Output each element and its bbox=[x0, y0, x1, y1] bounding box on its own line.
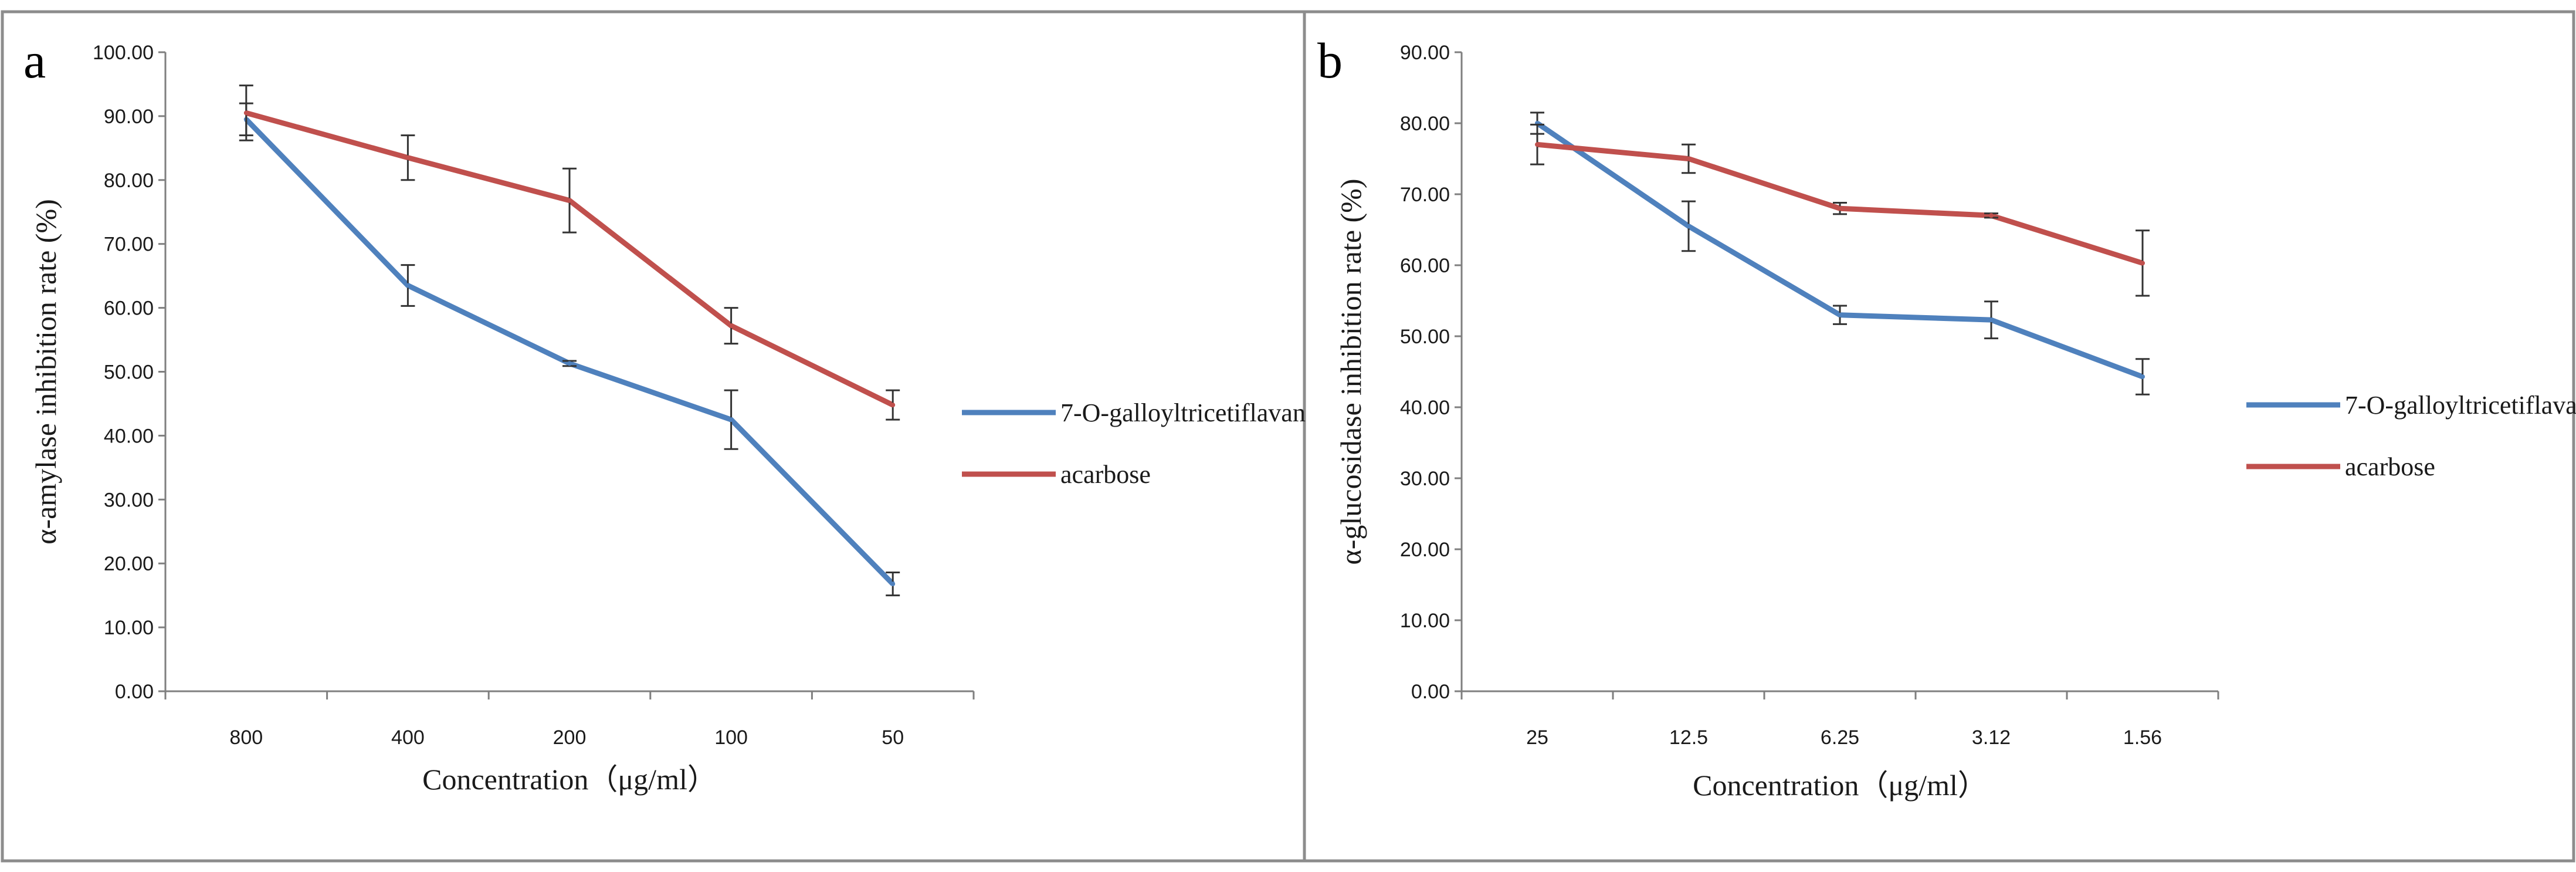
x-tick-label: 400 bbox=[391, 726, 425, 749]
x-tick-label: 1.56 bbox=[2123, 726, 2162, 749]
y-tick-label: 40.00 bbox=[104, 425, 154, 447]
legend-label: 7-O-galloyltricetiflavan bbox=[2345, 391, 2576, 420]
data-point bbox=[1686, 224, 1691, 229]
y-tick-label: 70.00 bbox=[104, 234, 154, 256]
data-point bbox=[567, 198, 572, 203]
y-tick-label: 0.00 bbox=[1411, 681, 1450, 703]
panel-letter: a bbox=[23, 32, 46, 89]
data-point bbox=[890, 403, 896, 408]
x-tick-label: 800 bbox=[229, 726, 263, 749]
panel-a-border bbox=[1, 10, 1306, 863]
y-tick-label: 20.00 bbox=[1400, 539, 1450, 561]
data-point bbox=[1989, 213, 1994, 218]
y-tick-label: 90.00 bbox=[1400, 42, 1450, 64]
x-tick-label: 200 bbox=[553, 726, 587, 749]
panel-b-border bbox=[1303, 10, 2575, 863]
panel-a: a 0.00 10.00 20.00 30.00 40.00 50.00 60.00 70.00… bbox=[23, 32, 1306, 796]
legend-label: acarbose bbox=[1060, 460, 1151, 489]
x-tick-label: 3.12 bbox=[1972, 726, 2011, 749]
y-tick-label: 60.00 bbox=[104, 298, 154, 320]
y-tick-label: 90.00 bbox=[104, 106, 154, 128]
x-tick-label: 6.25 bbox=[1821, 726, 1859, 749]
data-point bbox=[567, 361, 572, 366]
data-point bbox=[1535, 142, 1540, 147]
y-tick-label: 50.00 bbox=[1400, 326, 1450, 348]
y-tick-label: 0.00 bbox=[115, 681, 154, 703]
y-tick-label: 60.00 bbox=[1400, 255, 1450, 277]
data-point bbox=[728, 417, 734, 423]
y-tick-label: 70.00 bbox=[1400, 184, 1450, 206]
legend-label: 7-O-galloyltricetiflavan bbox=[1060, 398, 1306, 427]
y-tick-label: 20.00 bbox=[104, 553, 154, 575]
panel-letter: b bbox=[1317, 32, 1343, 89]
data-point bbox=[1838, 312, 1842, 317]
data-point bbox=[2140, 261, 2145, 266]
y-axis-label: α-glucosidase inhibition rate (%) bbox=[1334, 179, 1367, 565]
y-tick-label: 100.00 bbox=[93, 42, 154, 64]
y-tick-label: 30.00 bbox=[104, 489, 154, 511]
data-point bbox=[243, 110, 249, 116]
y-tick-label: 10.00 bbox=[1400, 610, 1450, 632]
x-tick-label: 100 bbox=[714, 726, 748, 749]
x-tick-label: 25 bbox=[1526, 726, 1548, 749]
y-tick-label: 80.00 bbox=[1400, 113, 1450, 135]
data-point bbox=[1838, 206, 1842, 211]
x-tick-label: 50 bbox=[882, 726, 904, 749]
data-point bbox=[2140, 374, 2145, 379]
y-tick-label: 80.00 bbox=[104, 170, 154, 192]
data-point bbox=[405, 155, 411, 160]
y-axis-label: α-amylase inhibition rate (%) bbox=[29, 199, 62, 545]
data-point bbox=[890, 582, 896, 587]
data-point bbox=[1989, 317, 1994, 323]
x-tick-label: 12.5 bbox=[1669, 726, 1708, 749]
series-line-0 bbox=[1536, 121, 2144, 380]
x-axis-label: Concentration（μg/ml） bbox=[422, 763, 717, 796]
y-tick-label: 40.00 bbox=[1400, 397, 1450, 419]
data-point bbox=[405, 283, 411, 288]
x-axis-label: Concentration（μg/ml） bbox=[1693, 769, 1987, 802]
panel-b: b 0.00 10.00 20.00 30.00 40.00 50.00 60.00 70.00… bbox=[1317, 32, 2576, 802]
legend-label: acarbose bbox=[2345, 452, 2435, 481]
data-point bbox=[1686, 156, 1691, 161]
y-tick-label: 50.00 bbox=[104, 361, 154, 384]
y-tick-label: 30.00 bbox=[1400, 468, 1450, 490]
data-point bbox=[728, 323, 734, 329]
y-tick-label: 10.00 bbox=[104, 617, 154, 639]
